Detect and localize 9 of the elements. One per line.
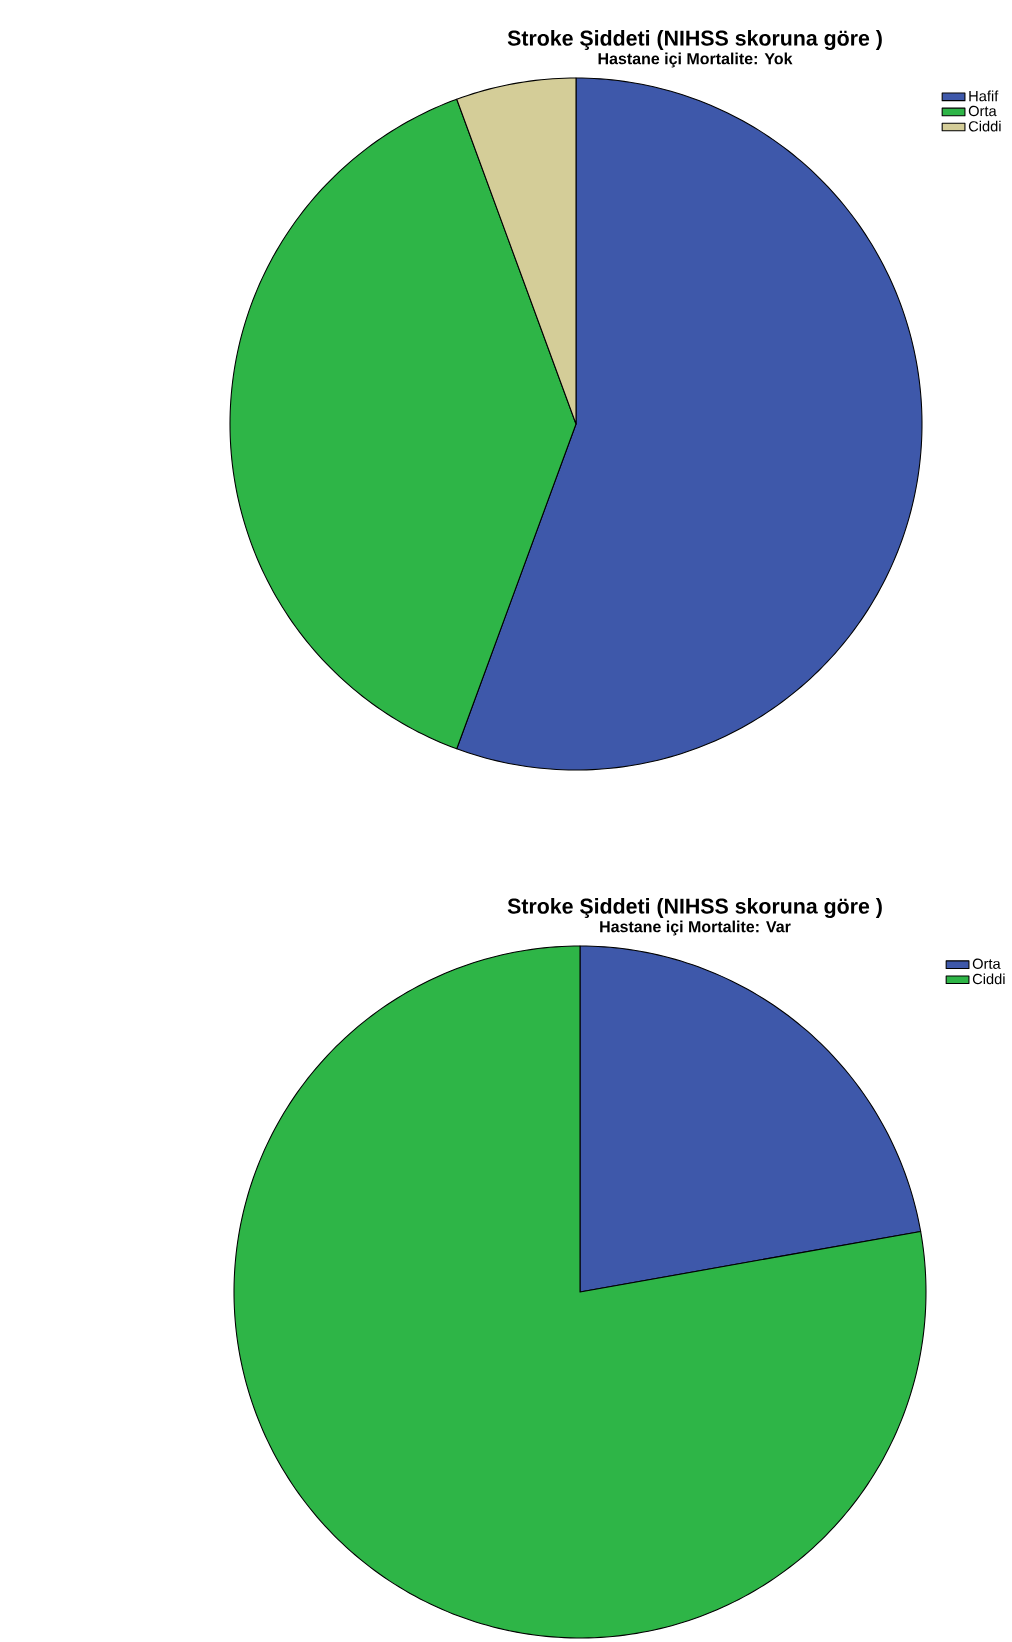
legend-label: Ciddi [972,973,1005,985]
legend-label: Hafif [969,90,999,102]
chart-subtitle: Hastane içi Mortalite: Yok [598,52,793,68]
legend-label: Ciddi [968,120,1001,132]
legend-label: Orta [972,958,1001,969]
chart-title: Stroke Şiddeti (NIHSS skoruna göre ) [507,898,882,919]
legend-label: Orta [968,105,997,117]
chart-title: Stroke Şiddeti (NIHSS skoruna göre ) [507,30,882,51]
chart-subtitle: Hastane içi Mortalite: Var [600,920,791,936]
